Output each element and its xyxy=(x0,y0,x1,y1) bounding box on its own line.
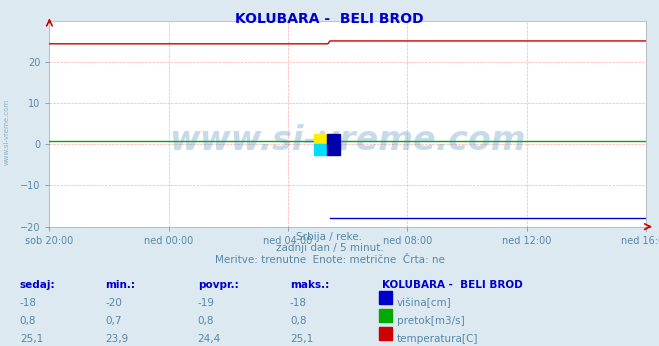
Text: www.si-vreme.com: www.si-vreme.com xyxy=(3,98,10,165)
Bar xyxy=(327,134,340,155)
Text: Srbija / reke.: Srbija / reke. xyxy=(297,232,362,242)
Text: višina[cm]: višina[cm] xyxy=(397,298,451,308)
Text: 0,8: 0,8 xyxy=(290,316,306,326)
Text: www.si-vreme.com: www.si-vreme.com xyxy=(169,124,526,157)
Text: sedaj:: sedaj: xyxy=(20,280,55,290)
Text: 0,7: 0,7 xyxy=(105,316,122,326)
Text: -19: -19 xyxy=(198,298,215,308)
Text: zadnji dan / 5 minut.: zadnji dan / 5 minut. xyxy=(275,243,384,253)
Text: 25,1: 25,1 xyxy=(20,334,43,344)
Text: pretok[m3/s]: pretok[m3/s] xyxy=(397,316,465,326)
Text: povpr.:: povpr.: xyxy=(198,280,239,290)
Text: 23,9: 23,9 xyxy=(105,334,129,344)
Text: -18: -18 xyxy=(290,298,307,308)
Text: KOLUBARA -  BELI BROD: KOLUBARA - BELI BROD xyxy=(382,280,523,290)
Text: 25,1: 25,1 xyxy=(290,334,313,344)
Text: 0,8: 0,8 xyxy=(20,316,36,326)
Text: maks.:: maks.: xyxy=(290,280,330,290)
Text: KOLUBARA -  BELI BROD: KOLUBARA - BELI BROD xyxy=(235,12,424,26)
Text: -20: -20 xyxy=(105,298,123,308)
Text: Meritve: trenutne  Enote: metrične  Črta: ne: Meritve: trenutne Enote: metrične Črta: … xyxy=(215,255,444,265)
Text: temperatura[C]: temperatura[C] xyxy=(397,334,478,344)
Text: 0,8: 0,8 xyxy=(198,316,214,326)
Bar xyxy=(314,134,327,144)
Bar xyxy=(314,144,327,155)
Text: -18: -18 xyxy=(20,298,37,308)
Text: min.:: min.: xyxy=(105,280,136,290)
Text: 24,4: 24,4 xyxy=(198,334,221,344)
